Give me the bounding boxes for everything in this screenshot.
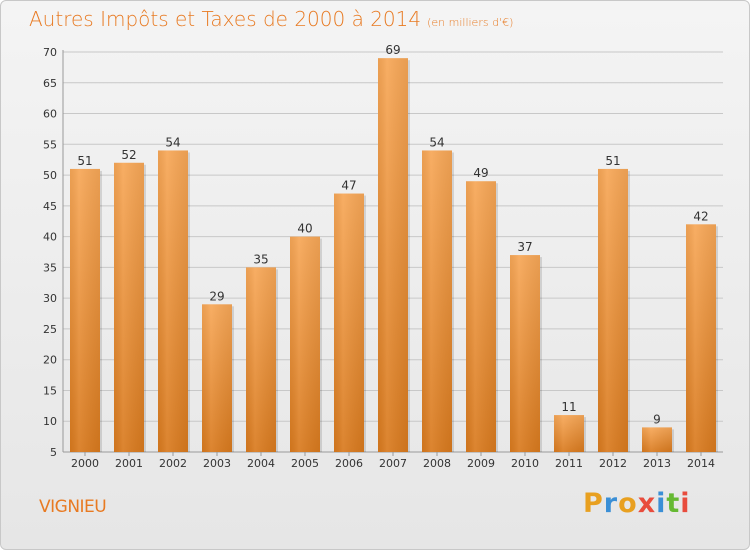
x-tick-label: 2005 <box>291 457 319 470</box>
x-tick-label: 2014 <box>687 457 715 470</box>
y-tick-label: 70 <box>43 46 57 59</box>
data-label: 49 <box>473 166 488 180</box>
bar-sheen <box>554 415 584 452</box>
logo-letter: r <box>604 488 618 519</box>
commune-name: VIGNIEU <box>39 497 106 517</box>
logo-letter: i <box>680 488 690 519</box>
y-tick-label: 15 <box>43 384 57 397</box>
y-tick-label: 35 <box>43 261 57 274</box>
bar-sheen <box>422 150 452 452</box>
y-tick-label: 65 <box>43 77 57 90</box>
x-tick-label: 2011 <box>555 457 583 470</box>
logo-letter: o <box>618 488 638 519</box>
bar-sheen <box>158 150 188 452</box>
data-label: 51 <box>77 154 92 168</box>
x-tick-label: 2009 <box>467 457 495 470</box>
data-label: 40 <box>297 222 312 236</box>
x-tick-label: 2013 <box>643 457 671 470</box>
data-label: 52 <box>121 148 136 162</box>
proxiti-logo[interactable]: Proxiti <box>583 488 691 519</box>
data-label: 11 <box>561 400 576 414</box>
x-tick-label: 2007 <box>379 457 407 470</box>
data-label: 51 <box>605 154 620 168</box>
logo-letter: P <box>583 488 604 519</box>
bar-sheen <box>290 237 320 452</box>
y-tick-label: 40 <box>43 231 57 244</box>
logo-letter: i <box>656 488 666 519</box>
y-tick-label: 10 <box>43 415 57 428</box>
y-tick-label: 50 <box>43 169 57 182</box>
y-tick-label: 45 <box>43 200 57 213</box>
y-tick-label: 20 <box>43 354 57 367</box>
data-label: 37 <box>517 240 532 254</box>
bars <box>70 58 718 452</box>
bar-sheen <box>598 169 628 452</box>
data-label: 69 <box>385 43 400 57</box>
x-tick-label: 2003 <box>203 457 231 470</box>
bar-sheen <box>686 224 716 452</box>
x-tick-label: 2006 <box>335 457 363 470</box>
bar-sheen <box>466 181 496 452</box>
x-tick-label: 2001 <box>115 457 143 470</box>
y-tick-label: 60 <box>43 108 57 121</box>
logo-letter: t <box>666 488 680 519</box>
bar-sheen <box>202 304 232 452</box>
x-tick-label: 2004 <box>247 457 275 470</box>
bar-sheen <box>114 163 144 452</box>
y-tick-label: 25 <box>43 323 57 336</box>
data-label: 29 <box>209 289 224 303</box>
bar-sheen <box>510 255 540 452</box>
bar-sheen <box>246 267 276 452</box>
y-tick-label: 30 <box>43 292 57 305</box>
x-tick-label: 2002 <box>159 457 187 470</box>
data-label: 54 <box>165 135 180 149</box>
data-label: 47 <box>341 179 356 193</box>
bar-sheen <box>70 169 100 452</box>
bar-sheen <box>334 194 364 452</box>
data-label: 54 <box>429 135 444 149</box>
data-label: 42 <box>693 209 708 223</box>
x-tick-label: 2012 <box>599 457 627 470</box>
x-tick-label: 2000 <box>71 457 99 470</box>
data-label: 35 <box>253 252 268 266</box>
y-tick-label: 55 <box>43 138 57 151</box>
x-tick-label: 2008 <box>423 457 451 470</box>
logo-letter: x <box>638 488 656 519</box>
y-tick-label: 5 <box>50 446 57 459</box>
bar-sheen <box>642 427 672 452</box>
bar-sheen <box>378 58 408 452</box>
data-label: 9 <box>653 412 661 426</box>
x-tick-label: 2010 <box>511 457 539 470</box>
